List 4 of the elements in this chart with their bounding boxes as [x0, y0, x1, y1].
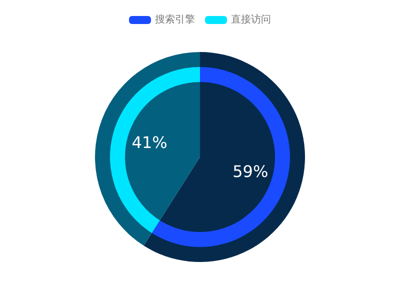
legend-label: 直接访问	[231, 14, 271, 26]
legend-label: 搜索引擎	[155, 14, 195, 26]
data-label: 41%	[132, 132, 168, 152]
data-label: 59%	[232, 162, 268, 182]
